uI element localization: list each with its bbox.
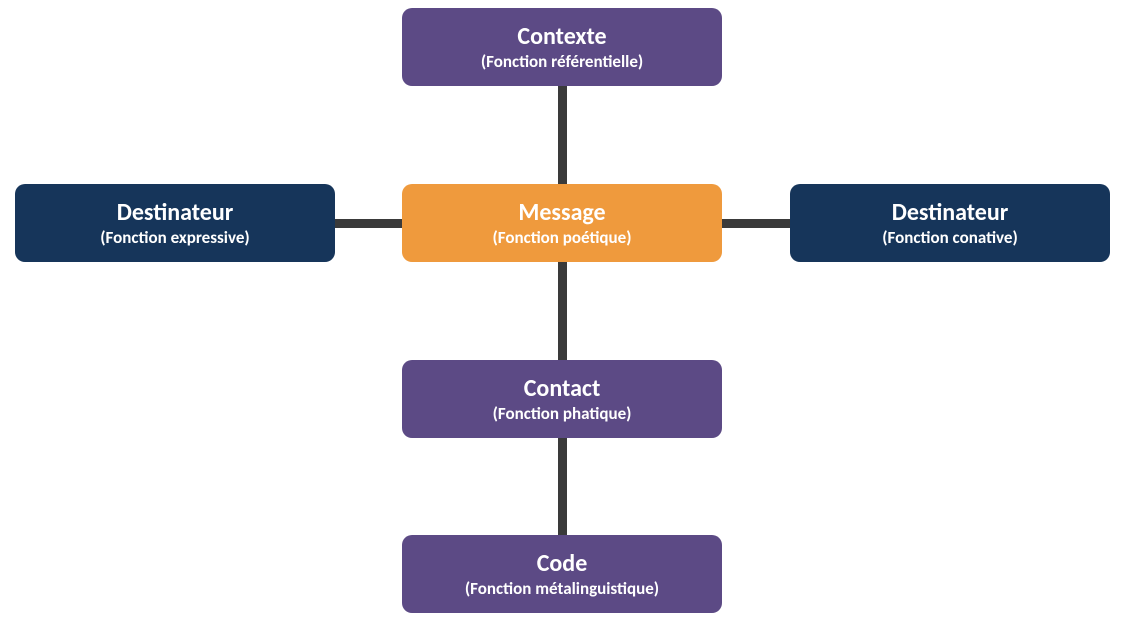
node-code-title: Code <box>537 549 588 578</box>
edge-left-message <box>335 219 402 228</box>
node-code: Code (Fonction métalinguistique) <box>402 535 722 613</box>
node-contact-sub: (Fonction phatique) <box>493 403 632 424</box>
node-contexte: Contexte (Fonction référentielle) <box>402 8 722 86</box>
node-contexte-sub: (Fonction référentielle) <box>481 51 643 72</box>
node-contact: Contact (Fonction phatique) <box>402 360 722 438</box>
edge-message-contact <box>558 262 567 360</box>
node-message-sub: (Fonction poétique) <box>492 227 631 248</box>
node-contexte-title: Contexte <box>517 22 606 51</box>
node-destinateur-right-sub: (Fonction conative) <box>882 227 1018 248</box>
node-destinateur-right-title: Destinateur <box>892 198 1009 227</box>
node-destinateur-right: Destinateur (Fonction conative) <box>790 184 1110 262</box>
edge-contact-code <box>558 438 567 535</box>
edge-contexte-message <box>558 86 567 184</box>
node-destinateur-left-sub: (Fonction expressive) <box>100 227 249 248</box>
node-contact-title: Contact <box>524 374 601 403</box>
edge-message-right <box>722 219 790 228</box>
node-message: Message (Fonction poétique) <box>402 184 722 262</box>
node-destinateur-left: Destinateur (Fonction expressive) <box>15 184 335 262</box>
node-destinateur-left-title: Destinateur <box>117 198 234 227</box>
node-message-title: Message <box>518 198 605 227</box>
node-code-sub: (Fonction métalinguistique) <box>465 578 659 599</box>
